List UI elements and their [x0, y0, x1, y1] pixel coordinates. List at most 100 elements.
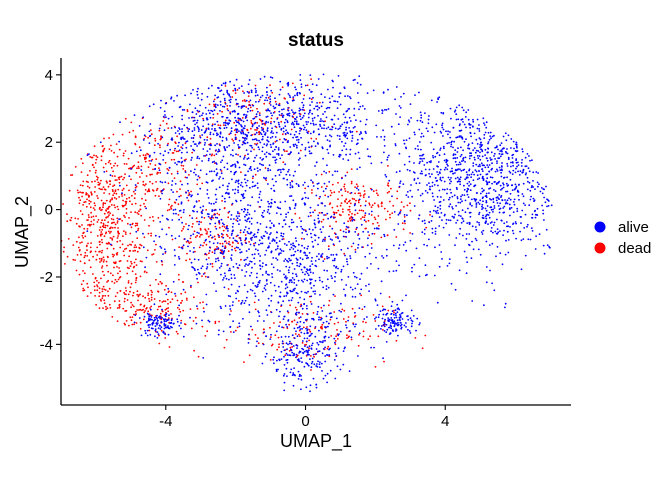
data-point [461, 106, 464, 109]
data-point [318, 276, 321, 279]
data-point [329, 101, 331, 104]
data-point [96, 289, 99, 292]
data-point [459, 130, 462, 132]
data-point [100, 188, 102, 191]
data-point [156, 314, 158, 317]
data-point [513, 198, 516, 201]
data-point [287, 343, 289, 346]
data-point [514, 183, 517, 186]
data-point [396, 308, 399, 310]
data-point [525, 172, 527, 175]
data-point [140, 214, 143, 217]
data-point [190, 145, 193, 147]
data-point [229, 80, 232, 83]
data-point [515, 161, 518, 164]
data-point [86, 295, 89, 297]
data-point [161, 181, 164, 184]
data-point [278, 114, 281, 116]
data-point [498, 166, 501, 169]
data-point [385, 341, 388, 343]
data-point [367, 155, 370, 158]
data-point [330, 118, 333, 121]
data-point [351, 137, 354, 140]
data-point [518, 174, 521, 176]
data-point [244, 142, 247, 145]
data-point [216, 104, 219, 106]
data-point [231, 138, 234, 141]
data-point [281, 133, 284, 136]
data-point [266, 283, 268, 285]
data-point [270, 222, 273, 225]
data-point [177, 150, 180, 153]
data-point [321, 127, 323, 130]
data-point [441, 188, 444, 191]
data-point [250, 271, 253, 274]
data-point [130, 282, 133, 285]
data-point [75, 240, 78, 243]
data-point [163, 327, 166, 330]
data-point [150, 234, 153, 237]
data-point [500, 153, 503, 156]
data-point [313, 124, 315, 126]
data-point [165, 102, 168, 105]
data-point [476, 192, 478, 194]
data-point [432, 168, 435, 170]
data-point [297, 249, 299, 252]
data-point [395, 113, 397, 115]
data-point [191, 225, 194, 228]
data-point [306, 318, 308, 321]
data-point [238, 215, 241, 218]
data-point [256, 340, 258, 343]
data-point [317, 204, 319, 207]
data-point [78, 236, 80, 239]
data-point [185, 191, 188, 194]
data-point [149, 216, 151, 219]
data-point [383, 233, 385, 236]
data-point [256, 167, 259, 170]
data-point [347, 191, 349, 193]
data-point [443, 180, 446, 183]
data-point [455, 163, 458, 166]
data-point [96, 246, 99, 249]
data-point [227, 216, 230, 219]
data-point [531, 213, 534, 216]
data-point [198, 246, 201, 249]
data-point [415, 182, 418, 185]
data-point [471, 142, 474, 145]
data-point [515, 158, 518, 160]
data-point [290, 128, 293, 131]
data-point [196, 125, 199, 128]
data-point [134, 193, 137, 195]
data-point [279, 248, 282, 251]
data-point [454, 288, 457, 291]
data-point [324, 331, 327, 333]
data-point [328, 354, 331, 356]
data-point [223, 105, 226, 108]
data-point [403, 324, 406, 327]
data-point [492, 201, 495, 204]
data-point [309, 132, 312, 135]
data-point [220, 84, 223, 87]
data-point [431, 215, 434, 218]
data-point [274, 156, 276, 159]
data-point [192, 120, 195, 122]
data-point [312, 353, 315, 356]
data-point [327, 152, 330, 155]
data-point [114, 223, 117, 226]
data-point [218, 226, 221, 229]
data-point [94, 162, 97, 164]
data-point [386, 328, 389, 331]
data-point [300, 305, 303, 307]
data-point [451, 215, 454, 218]
data-point [255, 115, 258, 118]
data-point [125, 212, 128, 214]
data-point [490, 151, 493, 154]
data-point [489, 157, 492, 159]
data-point [330, 191, 333, 194]
data-point [243, 284, 246, 287]
data-point [419, 154, 421, 157]
data-point [221, 235, 223, 238]
data-point [398, 170, 401, 173]
data-point [347, 316, 350, 318]
data-point [399, 316, 402, 319]
